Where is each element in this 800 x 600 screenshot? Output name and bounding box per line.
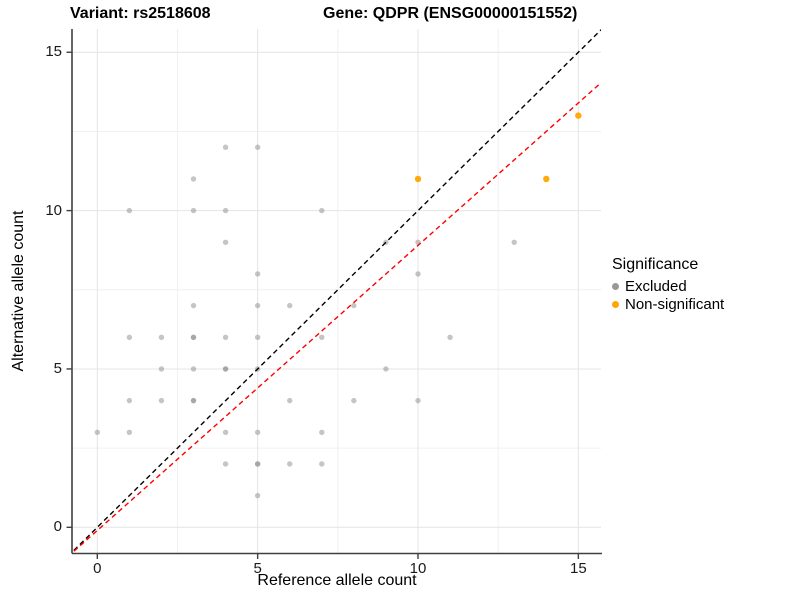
data-point-excluded [222,429,229,435]
data-point-excluded [351,397,357,404]
data-point-excluded [319,334,325,340]
data-point-excluded [158,397,165,404]
data-point-excluded [94,429,101,435]
data-point-excluded [319,461,325,467]
data-point-excluded [190,334,197,340]
data-point-excluded [254,271,261,277]
legend-point-icon [612,282,619,290]
data-point-excluded [383,366,389,372]
data-point-excluded [254,492,261,499]
y-axis-title: Alternative allele count [10,210,27,372]
gene-title: Gene: QDPR (ENSG00000151552) [323,5,578,22]
data-point-excluded [254,144,261,150]
data-point-excluded [287,302,293,309]
data-point-excluded [319,429,325,435]
data-point-excluded [511,239,517,245]
data-point-non-significant [575,112,582,119]
data-point-excluded [254,334,261,340]
data-point-excluded [190,176,197,182]
legend-point-icon [612,300,619,308]
data-point-excluded [222,366,229,372]
data-point-excluded [351,302,357,309]
legend-item-non-significant: Non-significant [612,295,724,313]
data-point-excluded [222,207,229,214]
data-point-excluded [447,334,453,340]
data-point-excluded [222,461,229,467]
data-point-excluded [287,461,293,467]
data-point-non-significant [414,175,422,183]
data-point-excluded [254,302,261,309]
legend-items: Excluded Non-significant [612,277,724,313]
data-point-excluded [254,429,261,435]
x-axis-title: Reference allele count [257,572,417,589]
data-point-excluded [190,397,197,404]
data-point-excluded [222,239,229,245]
data-point-excluded [126,397,133,404]
x-tick-label: 5 [253,560,262,577]
y-tick-label: 0 [53,518,62,536]
data-point-excluded [222,144,229,150]
identity-line [73,29,601,551]
data-point-excluded [415,271,421,277]
data-point-excluded [126,207,133,214]
data-point-excluded [158,366,165,372]
y-tick-label: 10 [45,201,62,219]
data-point-excluded [126,429,133,435]
data-point-excluded [126,334,133,340]
data-point-excluded [287,397,293,404]
data-point-excluded [415,397,421,404]
data-point-excluded [190,207,197,214]
data-point-excluded [254,461,261,467]
legend-item-label: Non-significant [625,295,725,313]
data-point-non-significant [543,175,550,183]
x-tick-label: 15 [570,560,587,577]
legend-title: Significance [612,256,699,273]
legend-item-label: Excluded [625,277,687,295]
data-point-excluded [190,302,197,309]
y-tick-label: 5 [53,359,62,377]
fit-line [73,82,601,552]
x-tick-label: 10 [409,560,427,577]
legend: Significance Excluded Non-significant [612,256,724,313]
variant-title: Variant: rs2518608 [70,5,211,22]
data-point-excluded [190,366,197,372]
x-tick-label: 0 [93,560,102,577]
data-point-excluded [222,334,229,340]
data-point-excluded [158,334,165,340]
legend-item-excluded: Excluded [612,277,724,295]
data-point-excluded [319,207,325,214]
y-tick-label: 15 [45,43,62,61]
